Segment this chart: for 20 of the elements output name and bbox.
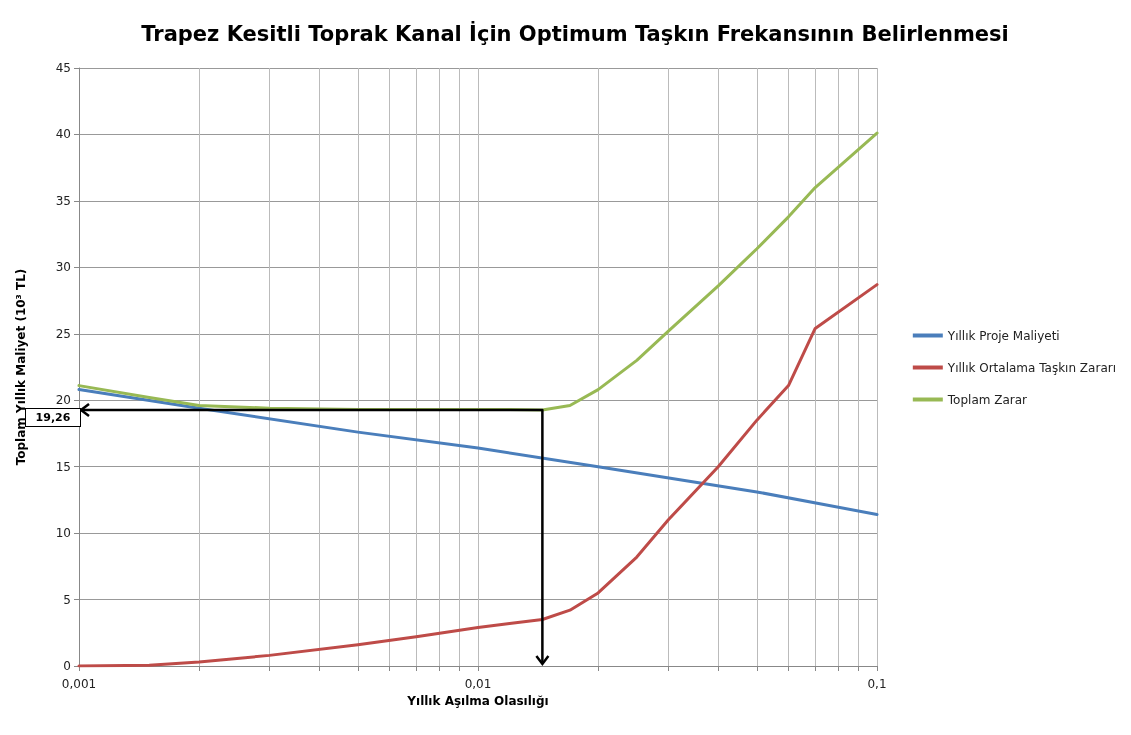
legend-label: Toplam Zarar	[946, 392, 1028, 407]
legend-label: Yıllık Proje Maliyeti	[946, 328, 1060, 343]
x-axis-title: Yıllık Aşılma Olasılığı	[406, 693, 549, 708]
x-tick-label: 0,001	[61, 677, 97, 691]
y-tick-label: 15	[55, 459, 71, 474]
y-tick-label: 10	[55, 526, 71, 541]
y-tick-label: 30	[55, 260, 71, 275]
y-tick-label: 35	[55, 193, 71, 208]
y-axis-title: Toplam Yıllık Maliyet (10³ TL)	[14, 268, 28, 466]
y-tick-label: 5	[63, 592, 71, 607]
y-tick-label: 20	[55, 393, 71, 408]
text: 19,26	[35, 411, 71, 425]
y-tick-label: 25	[55, 326, 71, 341]
y-tick-label: 45	[55, 61, 71, 75]
legend-label: Yıllık Ortalama Taşkın Zararı	[946, 360, 1117, 375]
y-tick-label: 40	[55, 127, 71, 142]
chart-title: Trapez Kesitli Toprak Kanal İçin Optimum Taşkın Frekansının Belirlenmesi	[141, 20, 1009, 46]
y-tick-label: 0	[63, 659, 71, 673]
x-tick-label: 0,01	[464, 677, 492, 691]
x-tick-label: 0,1	[867, 677, 887, 691]
